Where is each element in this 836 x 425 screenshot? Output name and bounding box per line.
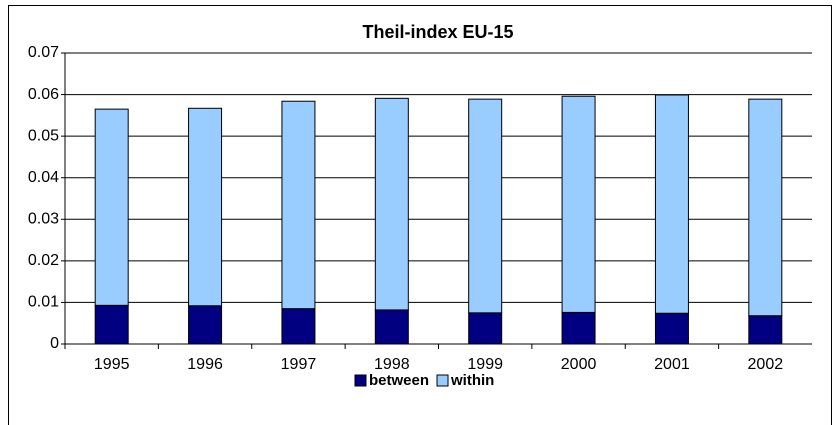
y-tick-label: 0.02 xyxy=(28,252,59,269)
x-tick-label: 2002 xyxy=(748,356,784,373)
bar-segment xyxy=(654,312,689,345)
chart-frame xyxy=(8,5,832,425)
bar-segment xyxy=(561,95,596,313)
legend-label: between xyxy=(369,372,429,389)
bar-segment xyxy=(561,311,596,345)
bar-segment xyxy=(188,107,223,307)
x-tick-label: 1997 xyxy=(281,356,317,373)
bar-segment xyxy=(281,308,316,345)
bar-segment xyxy=(188,305,223,345)
x-tick-label: 1999 xyxy=(467,356,503,373)
x-tick-label: 1995 xyxy=(94,356,130,373)
legend-swatch xyxy=(436,374,449,387)
x-tick-label: 1998 xyxy=(374,356,410,373)
bar-segment xyxy=(654,94,689,314)
y-tick-label: 0.01 xyxy=(28,294,59,311)
y-tick-label: 0.04 xyxy=(28,169,59,186)
bar-segment xyxy=(468,98,503,314)
y-tick-label: 0.07 xyxy=(28,44,59,61)
bar-segment xyxy=(468,312,503,345)
bar-segment xyxy=(374,97,409,311)
legend-label: within xyxy=(450,372,494,389)
y-tick-label: 0.06 xyxy=(28,86,59,103)
bar-segment xyxy=(281,100,316,310)
bar-segment xyxy=(94,304,129,345)
bar-segment xyxy=(94,108,129,306)
x-tick-label: 1996 xyxy=(187,356,223,373)
y-tick-label: 0 xyxy=(50,335,59,352)
chart-title: Theil-index EU-15 xyxy=(362,22,513,42)
x-tick-label: 2000 xyxy=(561,356,597,373)
legend-swatch xyxy=(354,374,367,387)
x-tick-label: 2001 xyxy=(654,356,690,373)
bar-segment xyxy=(374,309,409,345)
y-tick-label: 0.05 xyxy=(28,127,59,144)
y-tick-label: 0.03 xyxy=(28,211,59,228)
bar-segment xyxy=(748,98,783,317)
bar-segment xyxy=(748,315,783,345)
